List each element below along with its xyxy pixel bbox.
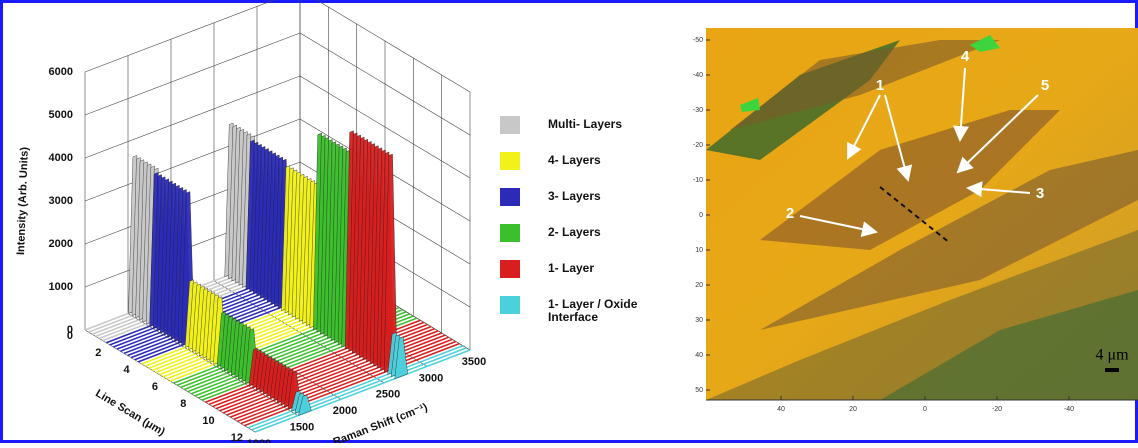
image-y-tick: -20 xyxy=(693,142,703,149)
y-tick-label: 0 xyxy=(67,324,73,336)
x-tick-label: 1500 xyxy=(290,422,314,434)
x-tick-label: 3500 xyxy=(462,356,486,368)
peak xyxy=(394,336,408,380)
image-label: 2 xyxy=(786,205,794,222)
y-tick-label: 2000 xyxy=(49,238,73,250)
legend-label: 2- Layers xyxy=(548,225,601,239)
y-tick-label: 6000 xyxy=(49,66,73,78)
legend-swatch xyxy=(500,260,520,278)
x-tick-label: 3000 xyxy=(419,372,443,384)
legend: Multi- Layers 4- Layers 3- Layers 2- Layers… xyxy=(500,116,638,324)
grid-line xyxy=(299,32,471,136)
flake xyxy=(740,98,760,112)
depth-tick-label: 12 xyxy=(231,432,243,443)
x-tick-label: 1000 xyxy=(247,438,271,443)
arrows xyxy=(799,67,1039,237)
image-y-tick: 0 xyxy=(699,212,703,219)
depth-tick-label: 2 xyxy=(95,347,101,359)
peak xyxy=(298,394,312,416)
image-y-tick: 20 xyxy=(695,282,703,289)
y-axis-title: Intensity (Arb. Units) xyxy=(15,146,31,255)
baseline xyxy=(240,340,457,425)
depth-tick-label: 8 xyxy=(180,398,186,410)
flake xyxy=(760,150,1138,330)
image-y-tick: -40 xyxy=(693,72,703,79)
optical-image: -50 -40 -30 -20 -10 0 10 20 30 40 50 40 20 0 -20 -40 -60… xyxy=(693,28,1138,413)
scale-label: 4 μm xyxy=(1095,347,1129,364)
grid-line xyxy=(84,75,301,159)
grid-line xyxy=(84,0,275,73)
legend-swatch xyxy=(500,152,520,170)
depth-tick-label: 0 xyxy=(67,330,73,342)
flake xyxy=(880,290,1138,400)
scale-bar xyxy=(1105,368,1119,372)
raman-chart: 0 1000 2000 3000 4000 5000 6000 0 2 4 6 8 10 12 1000 15… xyxy=(15,0,486,448)
legend-label: 4- Layers xyxy=(548,153,601,167)
y-tick-label: 3000 xyxy=(49,195,73,207)
image-label: 1 xyxy=(876,77,884,94)
image-x-tick: -60 xyxy=(1136,406,1138,413)
image-label: 5 xyxy=(1041,77,1049,94)
x-tick-label: 2000 xyxy=(333,405,357,417)
grid-line xyxy=(84,32,301,116)
baseline xyxy=(237,338,453,423)
image-label: 4 xyxy=(961,48,970,65)
image-label: 3 xyxy=(1036,185,1044,202)
baseline xyxy=(247,345,464,429)
legend-swatch xyxy=(500,116,520,134)
image-y-tick: -50 xyxy=(693,37,703,44)
y-tick-label: 1000 xyxy=(49,281,73,293)
image-x-tick: -40 xyxy=(1064,406,1074,413)
legend-label: 3- Layers xyxy=(548,189,601,203)
baseline xyxy=(254,349,471,433)
legend-swatch xyxy=(500,224,520,242)
image-y-tick: 50 xyxy=(695,387,703,394)
flake xyxy=(730,40,1000,130)
legend-label: 1- Layer xyxy=(548,261,594,275)
image-y-tick: 10 xyxy=(695,247,703,254)
image-y-tick: 30 xyxy=(695,317,703,324)
legend-label: 1- Layer / Oxide Interface xyxy=(548,297,638,324)
image-x-tick: 20 xyxy=(849,406,857,413)
baseline xyxy=(244,342,460,427)
y-tick-label: 5000 xyxy=(49,109,73,121)
baseline xyxy=(229,334,446,418)
image-x-tick: -20 xyxy=(992,406,1002,413)
legend-label: Multi- Layers xyxy=(548,117,622,131)
image-y-tick: -30 xyxy=(693,107,703,114)
grid-line xyxy=(84,118,301,202)
y-tick-label: 4000 xyxy=(49,152,73,164)
scan-line xyxy=(879,186,951,244)
depth-tick-label: 4 xyxy=(124,364,131,376)
grid-line xyxy=(316,0,471,93)
flake xyxy=(970,35,1000,52)
legend-swatch xyxy=(500,296,520,314)
baseline xyxy=(226,332,442,416)
baseline xyxy=(233,336,450,420)
baseline xyxy=(251,347,467,431)
depth-tick-label: 10 xyxy=(202,415,214,427)
image-y-tick: -10 xyxy=(693,177,703,184)
image-y-tick: 40 xyxy=(695,352,703,359)
depth-tick-label: 6 xyxy=(152,381,158,393)
x-tick-label: 2500 xyxy=(376,389,400,401)
image-x-tick: 0 xyxy=(923,406,927,413)
grid-line xyxy=(299,75,471,179)
image-x-tick: 40 xyxy=(777,406,785,413)
legend-swatch xyxy=(500,188,520,206)
